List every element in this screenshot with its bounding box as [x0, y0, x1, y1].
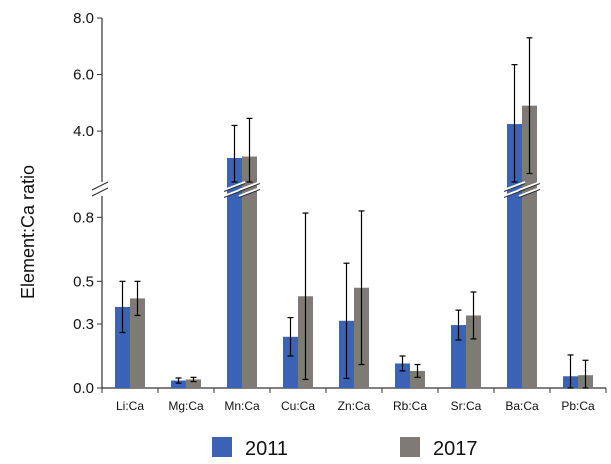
bar-2011-Cu:Ca: [283, 336, 298, 388]
tick-labels: 0.0 0.3 0.5 0.8 4.0 6.0 8.0: [73, 10, 94, 397]
axis-break-mark: [91, 187, 109, 197]
bar-2011-Sr:Ca: [451, 325, 466, 388]
y-tick-label: 4.0: [73, 123, 94, 140]
category-label: Mn:Ca: [224, 399, 260, 413]
category-label: Li:Ca: [116, 399, 144, 413]
category-label: Rb:Ca: [393, 399, 427, 413]
bar-2011-Mn:Ca: [227, 157, 242, 388]
bar-2017-Li:Ca: [130, 298, 145, 388]
y-tick-label: 0.5: [73, 273, 94, 290]
legend-swatch-2011: [212, 437, 232, 457]
bar-2011-Li:Ca: [115, 306, 130, 388]
category-label: Cu:Ca: [281, 399, 315, 413]
y-tick-label: 0.8: [73, 209, 94, 226]
category-labels: Li:Ca Mg:Ca Mn:Ca Cu:Ca Zn:Ca Rb:Ca Sr:Ca Ba:Ca…: [116, 399, 595, 413]
category-label: Mg:Ca: [168, 399, 204, 413]
y-tick-label: 0.3: [73, 316, 94, 333]
category-label: Sr:Ca: [451, 399, 482, 413]
bar-break-mark: [518, 189, 541, 198]
bar-2017-Mg:Ca: [186, 379, 201, 388]
bar-break-mark: [223, 183, 246, 192]
bar-break-gap: [503, 181, 526, 191]
legend-swatch-2017: [400, 437, 420, 457]
bar-break-mark: [518, 183, 541, 192]
bar-2017-Sr:Ca: [466, 315, 481, 388]
legend-label: 2017: [433, 438, 478, 460]
bar-break-gap: [223, 181, 246, 191]
bar-break-gap: [238, 187, 261, 197]
bar-2017-Mn:Ca: [242, 156, 257, 388]
bar-break-mark: [503, 183, 526, 192]
bar-break-mark: [238, 183, 261, 192]
bar-2011-Mg:Ca: [171, 380, 186, 388]
bar-break-gap: [238, 181, 261, 191]
category-label: Pb:Ca: [561, 399, 595, 413]
error-bars: [119, 37, 589, 389]
y-tick-label: 6.0: [73, 67, 94, 84]
y-tick-label: 8.0: [73, 10, 94, 27]
bar-break-mark: [238, 189, 261, 198]
axis-break-mark: [91, 181, 109, 191]
y-tick-label: 0.0: [73, 380, 94, 397]
y-axis-label: Element:Ca ratio: [18, 165, 38, 299]
bar-2017-Rb:Ca: [410, 370, 425, 388]
legend-label: 2011: [245, 438, 288, 460]
bar-2011-Rb:Ca: [395, 363, 410, 388]
bars: [115, 105, 593, 388]
bar-break-gap: [518, 187, 541, 197]
legend: 2011 2017: [212, 437, 478, 460]
bar-2017-Ba:Ca: [522, 105, 537, 388]
category-label: Zn:Ca: [338, 399, 371, 413]
bar-break-gap: [518, 181, 541, 191]
category-label: Ba:Ca: [505, 399, 539, 413]
